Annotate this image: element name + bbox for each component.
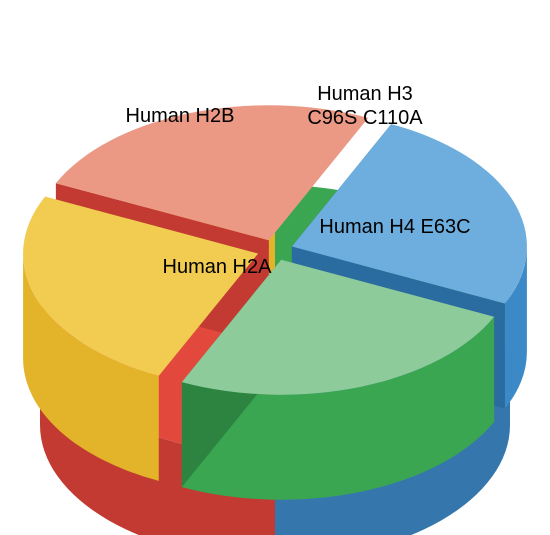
slice-label-line: Human H3 <box>317 83 413 105</box>
pie-3d-chart: Human H3C96S C110AHuman H4 E63CHuman H2A… <box>0 0 550 535</box>
pie-slice-layer <box>23 105 527 499</box>
